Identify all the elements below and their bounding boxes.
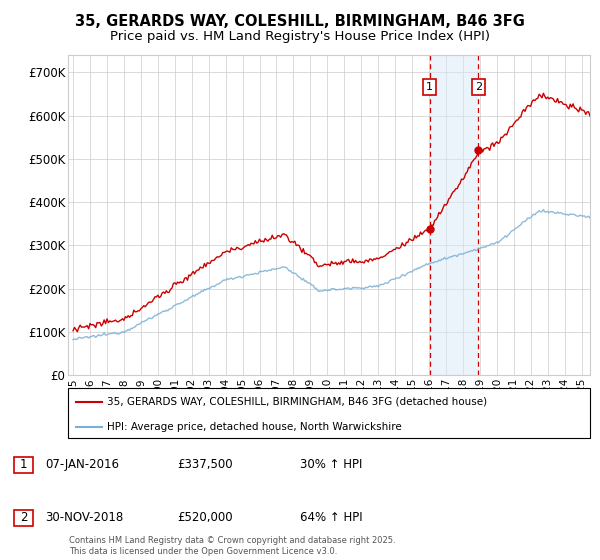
Text: £337,500: £337,500 bbox=[178, 458, 233, 471]
Text: 35, GERARDS WAY, COLESHILL, BIRMINGHAM, B46 3FG: 35, GERARDS WAY, COLESHILL, BIRMINGHAM, … bbox=[75, 14, 525, 29]
Bar bbox=[430, 55, 478, 375]
Text: Price paid vs. HM Land Registry's House Price Index (HPI): Price paid vs. HM Land Registry's House … bbox=[110, 30, 490, 43]
Text: 1: 1 bbox=[20, 458, 28, 471]
Text: 30% ↑ HPI: 30% ↑ HPI bbox=[300, 458, 362, 471]
Bar bbox=[14, 457, 34, 473]
Text: 64% ↑ HPI: 64% ↑ HPI bbox=[300, 511, 362, 524]
Bar bbox=[14, 510, 34, 526]
Text: 1: 1 bbox=[426, 82, 433, 92]
Text: 30-NOV-2018: 30-NOV-2018 bbox=[45, 511, 124, 524]
Text: Contains HM Land Registry data © Crown copyright and database right 2025.
This d: Contains HM Land Registry data © Crown c… bbox=[69, 536, 395, 556]
Text: £520,000: £520,000 bbox=[178, 511, 233, 524]
Text: 07-JAN-2016: 07-JAN-2016 bbox=[45, 458, 119, 471]
Text: 2: 2 bbox=[20, 511, 28, 524]
Text: HPI: Average price, detached house, North Warwickshire: HPI: Average price, detached house, Nort… bbox=[107, 422, 402, 432]
Text: 2: 2 bbox=[475, 82, 482, 92]
Text: 35, GERARDS WAY, COLESHILL, BIRMINGHAM, B46 3FG (detached house): 35, GERARDS WAY, COLESHILL, BIRMINGHAM, … bbox=[107, 397, 487, 407]
